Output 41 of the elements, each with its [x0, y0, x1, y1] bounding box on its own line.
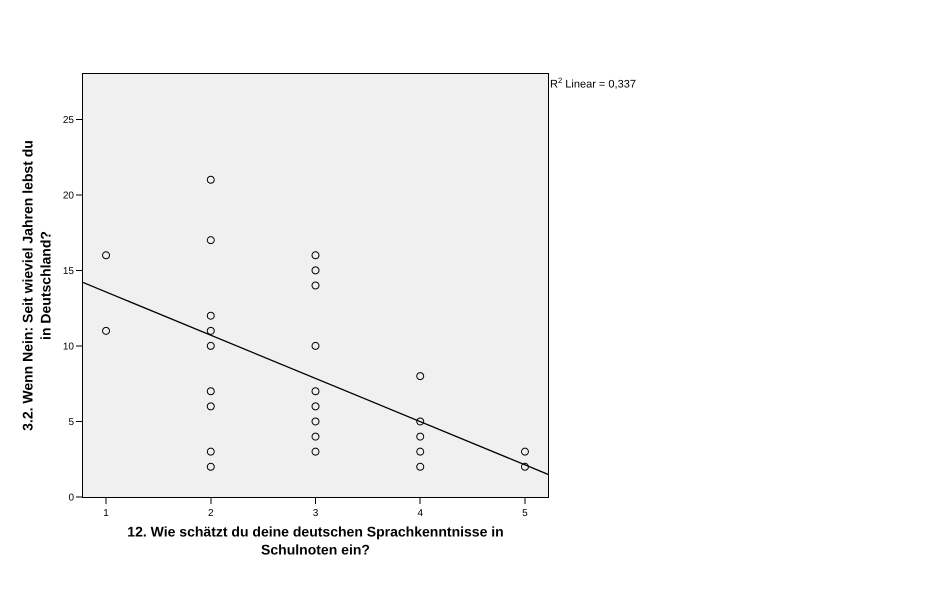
y-tick-label: 20: [62, 190, 74, 202]
point: [312, 402, 320, 410]
point: [312, 387, 320, 396]
point: [102, 251, 110, 260]
point: [206, 448, 215, 456]
point: [312, 342, 320, 350]
point: [206, 176, 215, 184]
y-tick-label: 15: [62, 266, 74, 277]
point: [206, 236, 215, 244]
point: [206, 387, 215, 396]
point: [206, 312, 215, 320]
y-tick-label: 10: [62, 341, 74, 352]
y-tick-label: 5: [68, 416, 74, 428]
x-tick-label: 4: [417, 508, 424, 519]
y-tick-label: 0: [68, 492, 74, 504]
point: [416, 372, 424, 380]
x-axis-title: 12. Wie schätzt du deine deutschen Sprachkenntnisse in Schulnoten ein?: [127, 523, 504, 558]
point: [520, 448, 529, 456]
x-tick-label: 1: [103, 508, 110, 519]
point: [312, 266, 320, 274]
text: R$^{2}$ Linear = 0,337: [550, 76, 636, 91]
point: [206, 462, 215, 471]
point: [102, 326, 110, 335]
point: [416, 462, 424, 471]
point: [520, 462, 529, 471]
x-tick-label: 2: [208, 508, 214, 519]
point: [416, 448, 424, 456]
point: [206, 342, 215, 350]
x-tick-label: 5: [522, 508, 528, 519]
point: [206, 402, 215, 410]
point: [312, 432, 320, 441]
x-tick-label: 3: [312, 508, 319, 519]
point: [312, 417, 320, 426]
point: [312, 282, 320, 290]
point: [312, 251, 320, 260]
point: [416, 417, 424, 426]
y-tick-label: 25: [62, 114, 74, 126]
y-axis-title: 3.2. Wenn Nein: Seit wieviel Jahren lebst du in Deutschland?: [19, 140, 54, 431]
point: [416, 432, 424, 441]
point: [312, 448, 320, 456]
point: [206, 326, 215, 335]
